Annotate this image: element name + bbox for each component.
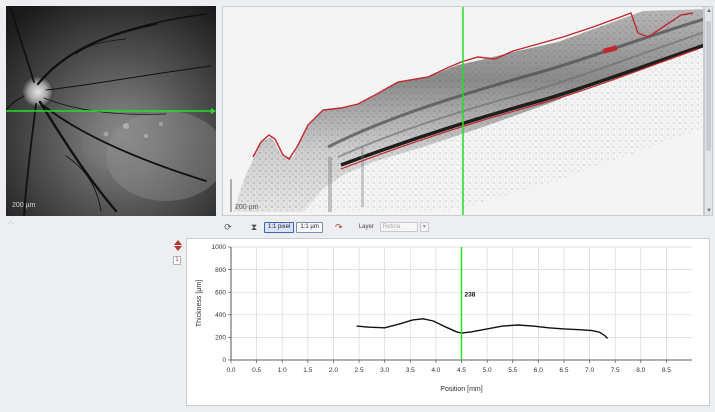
scroll-down-icon[interactable]: ▼ bbox=[706, 208, 712, 214]
x-axis-label: Position [mm] bbox=[440, 386, 482, 393]
x-tick-label: 0.5 bbox=[252, 367, 261, 374]
up-arrow-icon[interactable] bbox=[174, 240, 182, 245]
layer-index-box[interactable]: 1 bbox=[173, 256, 181, 265]
x-tick-label: 4.0 bbox=[431, 367, 440, 374]
y-tick-label: 1000 bbox=[212, 244, 227, 251]
layer-select[interactable]: Retina bbox=[379, 222, 418, 232]
y-axis-label: Thickness [µm] bbox=[196, 280, 203, 327]
x-tick-label: 8.0 bbox=[636, 367, 645, 374]
x-tick-label: 1.5 bbox=[303, 367, 312, 374]
cursor-value-label: 238 bbox=[465, 292, 476, 299]
scroll-thumb[interactable] bbox=[706, 21, 711, 151]
x-tick-label: 2.0 bbox=[329, 367, 338, 374]
y-tick-label: 800 bbox=[215, 267, 226, 274]
down-arrow-icon[interactable] bbox=[174, 246, 182, 251]
flip-icon[interactable]: ↷ bbox=[335, 221, 343, 232]
scroll-up-icon[interactable]: ▲ bbox=[706, 8, 712, 14]
x-tick-label: 8.5 bbox=[662, 367, 671, 374]
layer-label: Layer bbox=[358, 224, 374, 230]
layer-dropdown-icon[interactable]: ▾ bbox=[419, 222, 429, 232]
x-tick-label: 2.5 bbox=[355, 367, 364, 374]
x-tick-label: 6.0 bbox=[534, 367, 543, 374]
y-tick-label: 0 bbox=[222, 357, 226, 364]
pixel-scale-button[interactable]: 1:1 pixel bbox=[264, 221, 295, 233]
rotate-icon[interactable]: ⟳ bbox=[224, 221, 232, 232]
corner-icon: ◠ bbox=[8, 221, 15, 228]
x-tick-label: 5.5 bbox=[508, 367, 517, 374]
fundus-image[interactable]: 200 µm bbox=[6, 6, 216, 216]
x-tick-label: 6.5 bbox=[559, 367, 568, 374]
x-tick-label: 7.5 bbox=[611, 367, 620, 374]
oct-bscan-image[interactable]: 200 µm bbox=[222, 6, 704, 216]
thickness-series-line bbox=[356, 318, 609, 339]
thickness-side-controls: 1 bbox=[172, 240, 184, 265]
x-tick-label: 1.0 bbox=[278, 367, 287, 374]
x-tick-label: 0.0 bbox=[226, 367, 235, 374]
x-tick-label: 5.0 bbox=[483, 367, 492, 374]
x-tick-label: 7.0 bbox=[585, 367, 594, 374]
x-tick-label: 4.5 bbox=[457, 367, 466, 374]
x-tick-label: 3.5 bbox=[406, 367, 415, 374]
bscan-scale-label: 200 µm bbox=[235, 204, 259, 211]
y-tick-label: 200 bbox=[215, 335, 226, 342]
fundus-scale-label: 200 µm bbox=[12, 202, 36, 209]
thickness-chart[interactable]: 0.0 0.5 1.0 1.5 2.0 2.5 3.0 3.5 4.0 4.5 5.0 5.5 6.0 6… bbox=[186, 238, 710, 406]
y-tick-label: 600 bbox=[215, 289, 226, 296]
bscan-vertical-scrollbar[interactable]: ▲ ▼ bbox=[704, 6, 713, 216]
fit-height-icon[interactable]: ⧗ bbox=[250, 221, 258, 232]
x-tick-label: 3.0 bbox=[380, 367, 389, 374]
y-tick-label: 400 bbox=[215, 312, 226, 319]
micron-scale-button[interactable]: 1:1 µm bbox=[296, 221, 323, 233]
bscan-toolbar: ⟳ ⧗ 1:1 pixel 1:1 µm ↷ Layer Retina ▾ bbox=[222, 218, 704, 236]
